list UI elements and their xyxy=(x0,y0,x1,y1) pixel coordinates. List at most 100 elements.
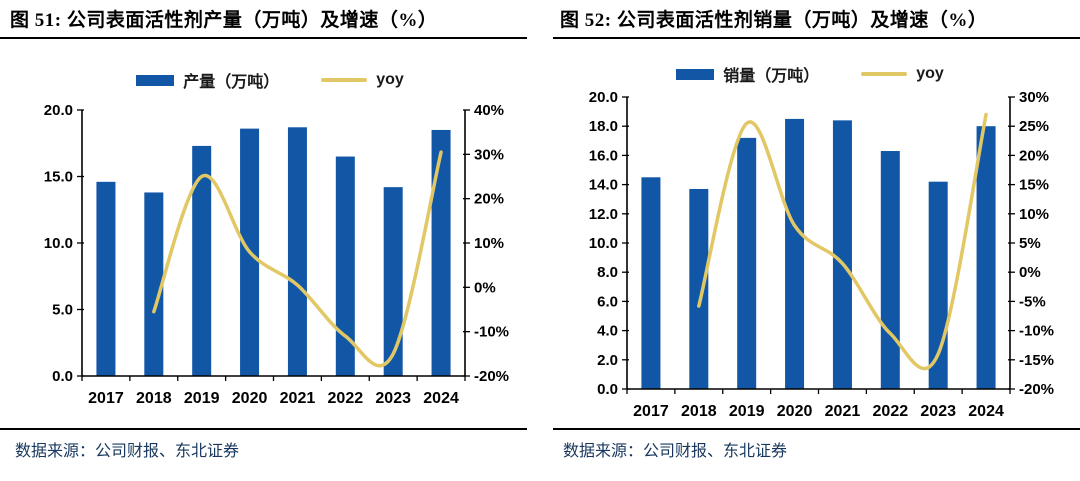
line-legend-swatch xyxy=(321,78,368,82)
chart-legend: 产量（万吨） yoy xyxy=(0,68,540,92)
bar-2024 xyxy=(431,129,451,376)
bar-2023 xyxy=(383,187,403,376)
legend-item-bar: 销量（万吨） xyxy=(676,62,819,86)
axes xyxy=(626,97,1011,390)
right-axis-label: 30% xyxy=(1019,89,1049,106)
bar-2019 xyxy=(192,145,212,376)
right-axis-label: 5% xyxy=(1019,235,1041,252)
right-axis-label: 30% xyxy=(474,146,504,163)
right-axis-label: 10% xyxy=(474,235,504,252)
x-axis-label-2020: 2020 xyxy=(232,390,268,407)
bar-legend-swatch xyxy=(676,68,715,80)
left-axis-label: 0.0 xyxy=(52,368,73,385)
title-underline xyxy=(0,37,527,39)
left-axis-label: 5.0 xyxy=(52,302,73,319)
right-axis-label: -15% xyxy=(1019,352,1054,369)
left-axis-label: 6.0 xyxy=(597,293,618,310)
left-axis: 0.0 5.0 10.0 15.0 20.0 xyxy=(44,102,84,385)
bar-legend-swatch xyxy=(136,74,175,86)
yoy-line xyxy=(152,150,443,368)
bar-2019 xyxy=(737,137,757,389)
x-axis-label-2023: 2023 xyxy=(920,403,956,420)
x-axis-label-2018: 2018 xyxy=(136,390,172,407)
right-axis-label: 20% xyxy=(1019,147,1049,164)
x-axis-label-2021: 2021 xyxy=(825,403,861,420)
legend-item-line: yoy xyxy=(321,71,404,89)
chart-legend: 销量（万吨） yoy xyxy=(540,62,1080,86)
bar-2017 xyxy=(96,181,116,376)
left-axis-label: 20.0 xyxy=(589,89,618,106)
x-axis-label-2021: 2021 xyxy=(280,390,316,407)
bar-legend-label: 产量（万吨） xyxy=(183,74,280,91)
figure-card-52: 图 52: 公司表面活性剂销量（万吨）及增速（%） 销量（万吨） yoy 0.0… xyxy=(540,0,1080,481)
x-axis-label-2018: 2018 xyxy=(681,403,717,420)
x-axis-label-2017: 2017 xyxy=(88,390,124,407)
x-axis-label-2024: 2024 xyxy=(423,390,459,407)
axes xyxy=(81,110,466,377)
right-axis-label: -5% xyxy=(1019,293,1046,310)
right-axis-label: 15% xyxy=(1019,177,1049,194)
left-axis-label: 10.0 xyxy=(589,235,618,252)
left-axis-label: 16.0 xyxy=(589,147,618,164)
line-legend-label: yoy xyxy=(916,65,944,82)
right-axis-label: 40% xyxy=(474,102,504,119)
right-axis-label: -20% xyxy=(474,368,509,385)
line-legend-swatch xyxy=(861,72,908,76)
data-source-text: 数据来源：公司财报、东北证券 xyxy=(563,443,788,460)
x-axis-label-2023: 2023 xyxy=(375,390,411,407)
figure-card-51: 图 51: 公司表面活性剂产量（万吨）及增速（%） 产量（万吨） yoy 0.0… xyxy=(0,10,540,461)
figure-title: 图 51: 公司表面活性剂产量（万吨）及增速（%） xyxy=(10,10,438,31)
left-axis-label: 0.0 xyxy=(597,381,618,398)
bar-2018 xyxy=(144,192,164,376)
left-axis-label: 2.0 xyxy=(597,352,618,369)
chart-canvas-sales: 0.0 2.0 4.0 6.0 8.0 10.0 12.0 14.0 16.0 18.0 20.0 -… xyxy=(589,89,1054,420)
legend-item-bar: 产量（万吨） xyxy=(136,68,279,92)
left-axis-label: 14.0 xyxy=(589,177,618,194)
left-axis-label: 10.0 xyxy=(44,235,73,252)
bar-2021 xyxy=(287,127,307,376)
left-axis: 0.0 2.0 4.0 6.0 8.0 10.0 12.0 14.0 16.0 18.0 20.0 xyxy=(589,89,629,398)
x-axis-label-2022: 2022 xyxy=(873,403,909,420)
bar-2022 xyxy=(880,151,900,389)
right-axis: -20% -15% -10% -5% 0% 5% 10% 15% 20% 25% 30% xyxy=(1008,89,1054,398)
bar-2021 xyxy=(832,120,852,390)
right-axis-label: 25% xyxy=(1019,118,1049,135)
bar-2018 xyxy=(689,188,709,389)
x-axis-label-2019: 2019 xyxy=(184,390,220,407)
x-axis-label-2022: 2022 xyxy=(328,390,364,407)
right-axis-label: -10% xyxy=(1019,323,1054,340)
right-axis: -20% -10% 0% 10% 20% 30% 40% xyxy=(463,102,509,385)
bar-legend-label: 销量（万吨） xyxy=(723,68,820,85)
bar-2022 xyxy=(335,156,355,376)
left-axis-label: 12.0 xyxy=(589,206,618,223)
x-axis-label-2017: 2017 xyxy=(633,403,669,420)
chart-canvas-production: 0.0 5.0 10.0 15.0 20.0 -20% -10% 0% 10% 20% 30% 40%… xyxy=(44,102,509,407)
bar-2017 xyxy=(641,177,661,389)
right-axis-label: -20% xyxy=(1019,381,1054,398)
yoy-line xyxy=(697,112,988,371)
left-axis-label: 8.0 xyxy=(597,264,618,281)
x-axis-label-2024: 2024 xyxy=(968,403,1004,420)
x-axis: 2017 2018 2019 2020 2021 2022 2023 2024 xyxy=(81,376,466,407)
right-axis-label: -10% xyxy=(474,324,509,341)
x-axis-label-2020: 2020 xyxy=(777,403,813,420)
data-source: 数据来源：公司财报、东北证券 xyxy=(0,428,527,461)
right-axis-label: 20% xyxy=(474,191,504,208)
figure-title: 图 52: 公司表面活性剂销量（万吨）及增速（%） xyxy=(560,10,988,31)
left-axis-label: 20.0 xyxy=(44,102,73,119)
bar-2024 xyxy=(976,126,996,389)
right-axis-label: 10% xyxy=(1019,206,1049,223)
legend-item-line: yoy xyxy=(861,65,944,83)
left-axis-label: 15.0 xyxy=(44,169,73,186)
title-underline xyxy=(553,37,1080,39)
x-axis: 2017 2018 2019 2020 2021 2022 2023 2024 xyxy=(626,389,1011,420)
left-axis-label: 4.0 xyxy=(597,323,618,340)
left-axis-label: 18.0 xyxy=(589,118,618,135)
data-source: 数据来源：公司财报、东北证券 xyxy=(553,428,1080,461)
data-source-text: 数据来源：公司财报、东北证券 xyxy=(15,443,240,460)
right-axis-label: 0% xyxy=(1019,264,1041,281)
line-legend-label: yoy xyxy=(376,71,404,88)
right-axis-label: 0% xyxy=(474,279,496,296)
x-axis-label-2019: 2019 xyxy=(729,403,765,420)
